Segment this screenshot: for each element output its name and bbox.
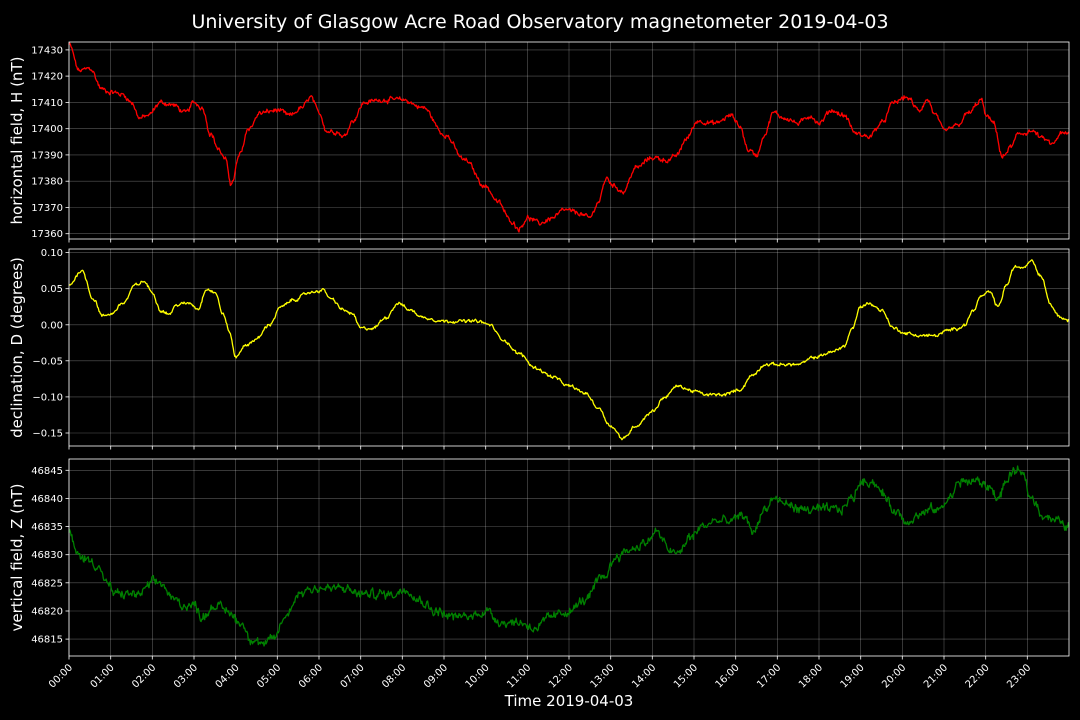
x-tick-label: 19:00 — [839, 662, 867, 690]
plot-frame — [68, 41, 1070, 240]
series-line — [68, 465, 1070, 647]
x-tick-label: 09:00 — [422, 662, 450, 690]
y-axis-label: declination, D (degrees) — [8, 257, 26, 438]
x-axis: 00:00 01:00 02:00 03:00 04:00 05:00 06:00 07:00… — [47, 662, 1033, 690]
x-tick-label: 16:00 — [714, 662, 742, 690]
panel-2: −0.15 −0.10 −0.05 0.00 0.05 0.10 declination, … — [8, 248, 1070, 450]
x-tick-label: 05:00 — [255, 662, 283, 690]
x-tick-label: 13:00 — [589, 662, 617, 690]
x-tick-label: 23:00 — [1005, 662, 1033, 690]
x-tick-label: 04:00 — [214, 662, 242, 690]
x-tick-label: 14:00 — [630, 662, 658, 690]
y-tick-label: 46840 — [31, 494, 63, 505]
y-tick-label: 46825 — [31, 578, 63, 589]
y-tick-label: −0.05 — [32, 356, 63, 367]
x-tick-label: 21:00 — [922, 662, 950, 690]
y-tick-label: 17380 — [31, 177, 63, 188]
x-tick-label: 01:00 — [89, 662, 117, 690]
chart-panels: 17360 17370 17380 17390 17400 17410 17420 17430… — [8, 41, 1070, 660]
series-line — [68, 42, 1070, 233]
y-tick-label: −0.10 — [32, 392, 63, 403]
x-tick-label: 22:00 — [964, 662, 992, 690]
x-tick-label: 03:00 — [172, 662, 200, 690]
x-tick-label: 12:00 — [547, 662, 575, 690]
y-tick-label: 46835 — [31, 522, 63, 533]
x-axis-label: Time 2019-04-03 — [504, 692, 634, 710]
x-tick-label: 06:00 — [297, 662, 325, 690]
x-tick-label: 11:00 — [505, 662, 533, 690]
y-axis-label: horizontal field, H (nT) — [8, 57, 26, 225]
x-tick-label: 15:00 — [672, 662, 700, 690]
plot-frame — [68, 248, 1070, 447]
x-tick-label: 10:00 — [464, 662, 492, 690]
y-tick-label: 17390 — [31, 150, 63, 161]
y-tick-label: 17370 — [31, 203, 63, 214]
y-tick-label: 17430 — [31, 45, 63, 56]
y-tick-label: 0.10 — [41, 248, 63, 259]
y-tick-label: 0.00 — [41, 320, 63, 331]
x-tick-label: 17:00 — [755, 662, 783, 690]
y-tick-label: 0.05 — [41, 284, 63, 295]
y-tick-label: 46820 — [31, 607, 63, 618]
y-tick-label: 17410 — [31, 98, 63, 109]
x-tick-label: 18:00 — [797, 662, 825, 690]
y-axis-label: vertical field, Z (nT) — [8, 483, 26, 631]
y-tick-label: 46815 — [31, 635, 63, 646]
x-tick-label: 02:00 — [130, 662, 158, 690]
x-tick-label: 08:00 — [380, 662, 408, 690]
plot-frame — [68, 458, 1070, 657]
y-tick-label: 46845 — [31, 466, 63, 477]
x-tick-label: 07:00 — [339, 662, 367, 690]
y-tick-label: 46830 — [31, 550, 63, 561]
panel-1: 17360 17370 17380 17390 17400 17410 17420 17430… — [8, 41, 1070, 243]
x-tick-label: 20:00 — [880, 662, 908, 690]
y-tick-label: 17360 — [31, 229, 63, 240]
y-tick-label: 17420 — [31, 72, 63, 83]
series-line — [68, 259, 1070, 441]
chart-title: University of Glasgow Acre Road Observat… — [191, 11, 888, 33]
y-tick-label: 17400 — [31, 124, 63, 135]
panel-3: 46815 46820 46825 46830 46835 46840 46845 verti… — [8, 458, 1070, 660]
y-tick-label: −0.15 — [32, 429, 63, 440]
x-tick-label: 00:00 — [47, 662, 75, 690]
